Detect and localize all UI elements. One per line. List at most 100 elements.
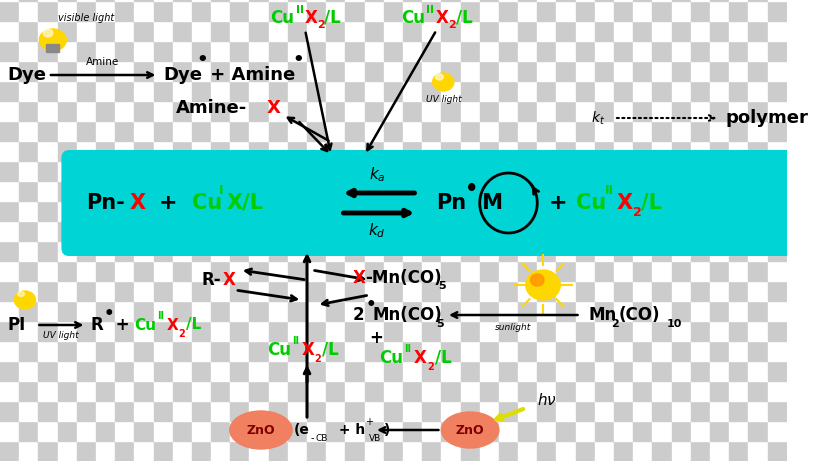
Bar (269, 361, 287, 381)
Bar (269, 421, 287, 441)
Bar (632, 241, 652, 261)
Bar (767, 21, 785, 41)
Ellipse shape (43, 29, 52, 37)
Bar (306, 141, 326, 161)
Bar (230, 0, 249, 1)
Bar (345, 1, 364, 21)
Bar (192, 1, 210, 21)
Bar (287, 0, 306, 1)
Bar (536, 241, 556, 261)
Bar (57, 41, 77, 61)
Bar (402, 321, 422, 341)
Bar (479, 261, 498, 281)
Bar (306, 421, 326, 441)
Bar (402, 341, 422, 361)
Bar (594, 221, 613, 241)
Bar (671, 301, 690, 321)
Bar (173, 321, 192, 341)
Bar (767, 61, 785, 81)
Bar (690, 441, 709, 461)
Bar (556, 101, 575, 121)
Bar (498, 401, 518, 421)
Bar (594, 261, 613, 281)
Bar (77, 201, 96, 221)
Bar (345, 281, 364, 301)
Bar (652, 141, 671, 161)
Bar (230, 81, 249, 101)
Bar (498, 381, 518, 401)
Bar (498, 281, 518, 301)
Bar (210, 441, 230, 461)
Bar (364, 401, 383, 421)
Bar (652, 21, 671, 41)
Bar (575, 21, 594, 41)
Text: X: X (167, 318, 179, 332)
Bar (345, 61, 364, 81)
Bar (57, 301, 77, 321)
Bar (460, 181, 479, 201)
Bar (306, 61, 326, 81)
Bar (115, 161, 134, 181)
Bar (134, 41, 153, 61)
Ellipse shape (432, 73, 453, 91)
Bar (671, 201, 690, 221)
Bar (671, 241, 690, 261)
Bar (173, 381, 192, 401)
Bar (652, 201, 671, 221)
Text: Cu: Cu (378, 349, 402, 367)
Bar (767, 41, 785, 61)
Bar (575, 201, 594, 221)
Bar (652, 281, 671, 301)
Bar (19, 301, 38, 321)
Bar (153, 81, 173, 101)
Bar (632, 41, 652, 61)
Bar (613, 121, 632, 141)
Text: visible light: visible light (58, 13, 115, 23)
Bar (709, 61, 728, 81)
Bar (345, 221, 364, 241)
Bar (709, 401, 728, 421)
Bar (57, 401, 77, 421)
Bar (19, 401, 38, 421)
Bar (690, 121, 709, 141)
Bar (690, 321, 709, 341)
Text: Mn: Mn (587, 306, 616, 324)
Bar (249, 421, 269, 441)
Bar (460, 221, 479, 241)
Bar (632, 101, 652, 121)
Bar (536, 0, 556, 1)
Text: X: X (305, 9, 318, 27)
Bar (383, 101, 402, 121)
Bar (57, 61, 77, 81)
Bar (652, 261, 671, 281)
Bar (556, 201, 575, 221)
Bar (19, 101, 38, 121)
Bar (556, 61, 575, 81)
Bar (748, 421, 767, 441)
Bar (269, 221, 287, 241)
Bar (518, 0, 536, 1)
Bar (748, 61, 767, 81)
Text: Dye: Dye (7, 66, 47, 84)
Bar (38, 121, 57, 141)
Bar (306, 241, 326, 261)
Bar (671, 61, 690, 81)
Bar (652, 61, 671, 81)
Bar (345, 181, 364, 201)
Bar (441, 401, 460, 421)
Bar (134, 61, 153, 81)
Bar (326, 21, 345, 41)
Bar (556, 321, 575, 341)
Bar (709, 161, 728, 181)
Bar (192, 421, 210, 441)
Bar (613, 441, 632, 461)
Text: X: X (266, 99, 280, 117)
Bar (287, 261, 306, 281)
Bar (575, 381, 594, 401)
Bar (364, 181, 383, 201)
Bar (632, 0, 652, 1)
Bar (269, 1, 287, 21)
Bar (518, 421, 536, 441)
Bar (19, 241, 38, 261)
Bar (173, 21, 192, 41)
